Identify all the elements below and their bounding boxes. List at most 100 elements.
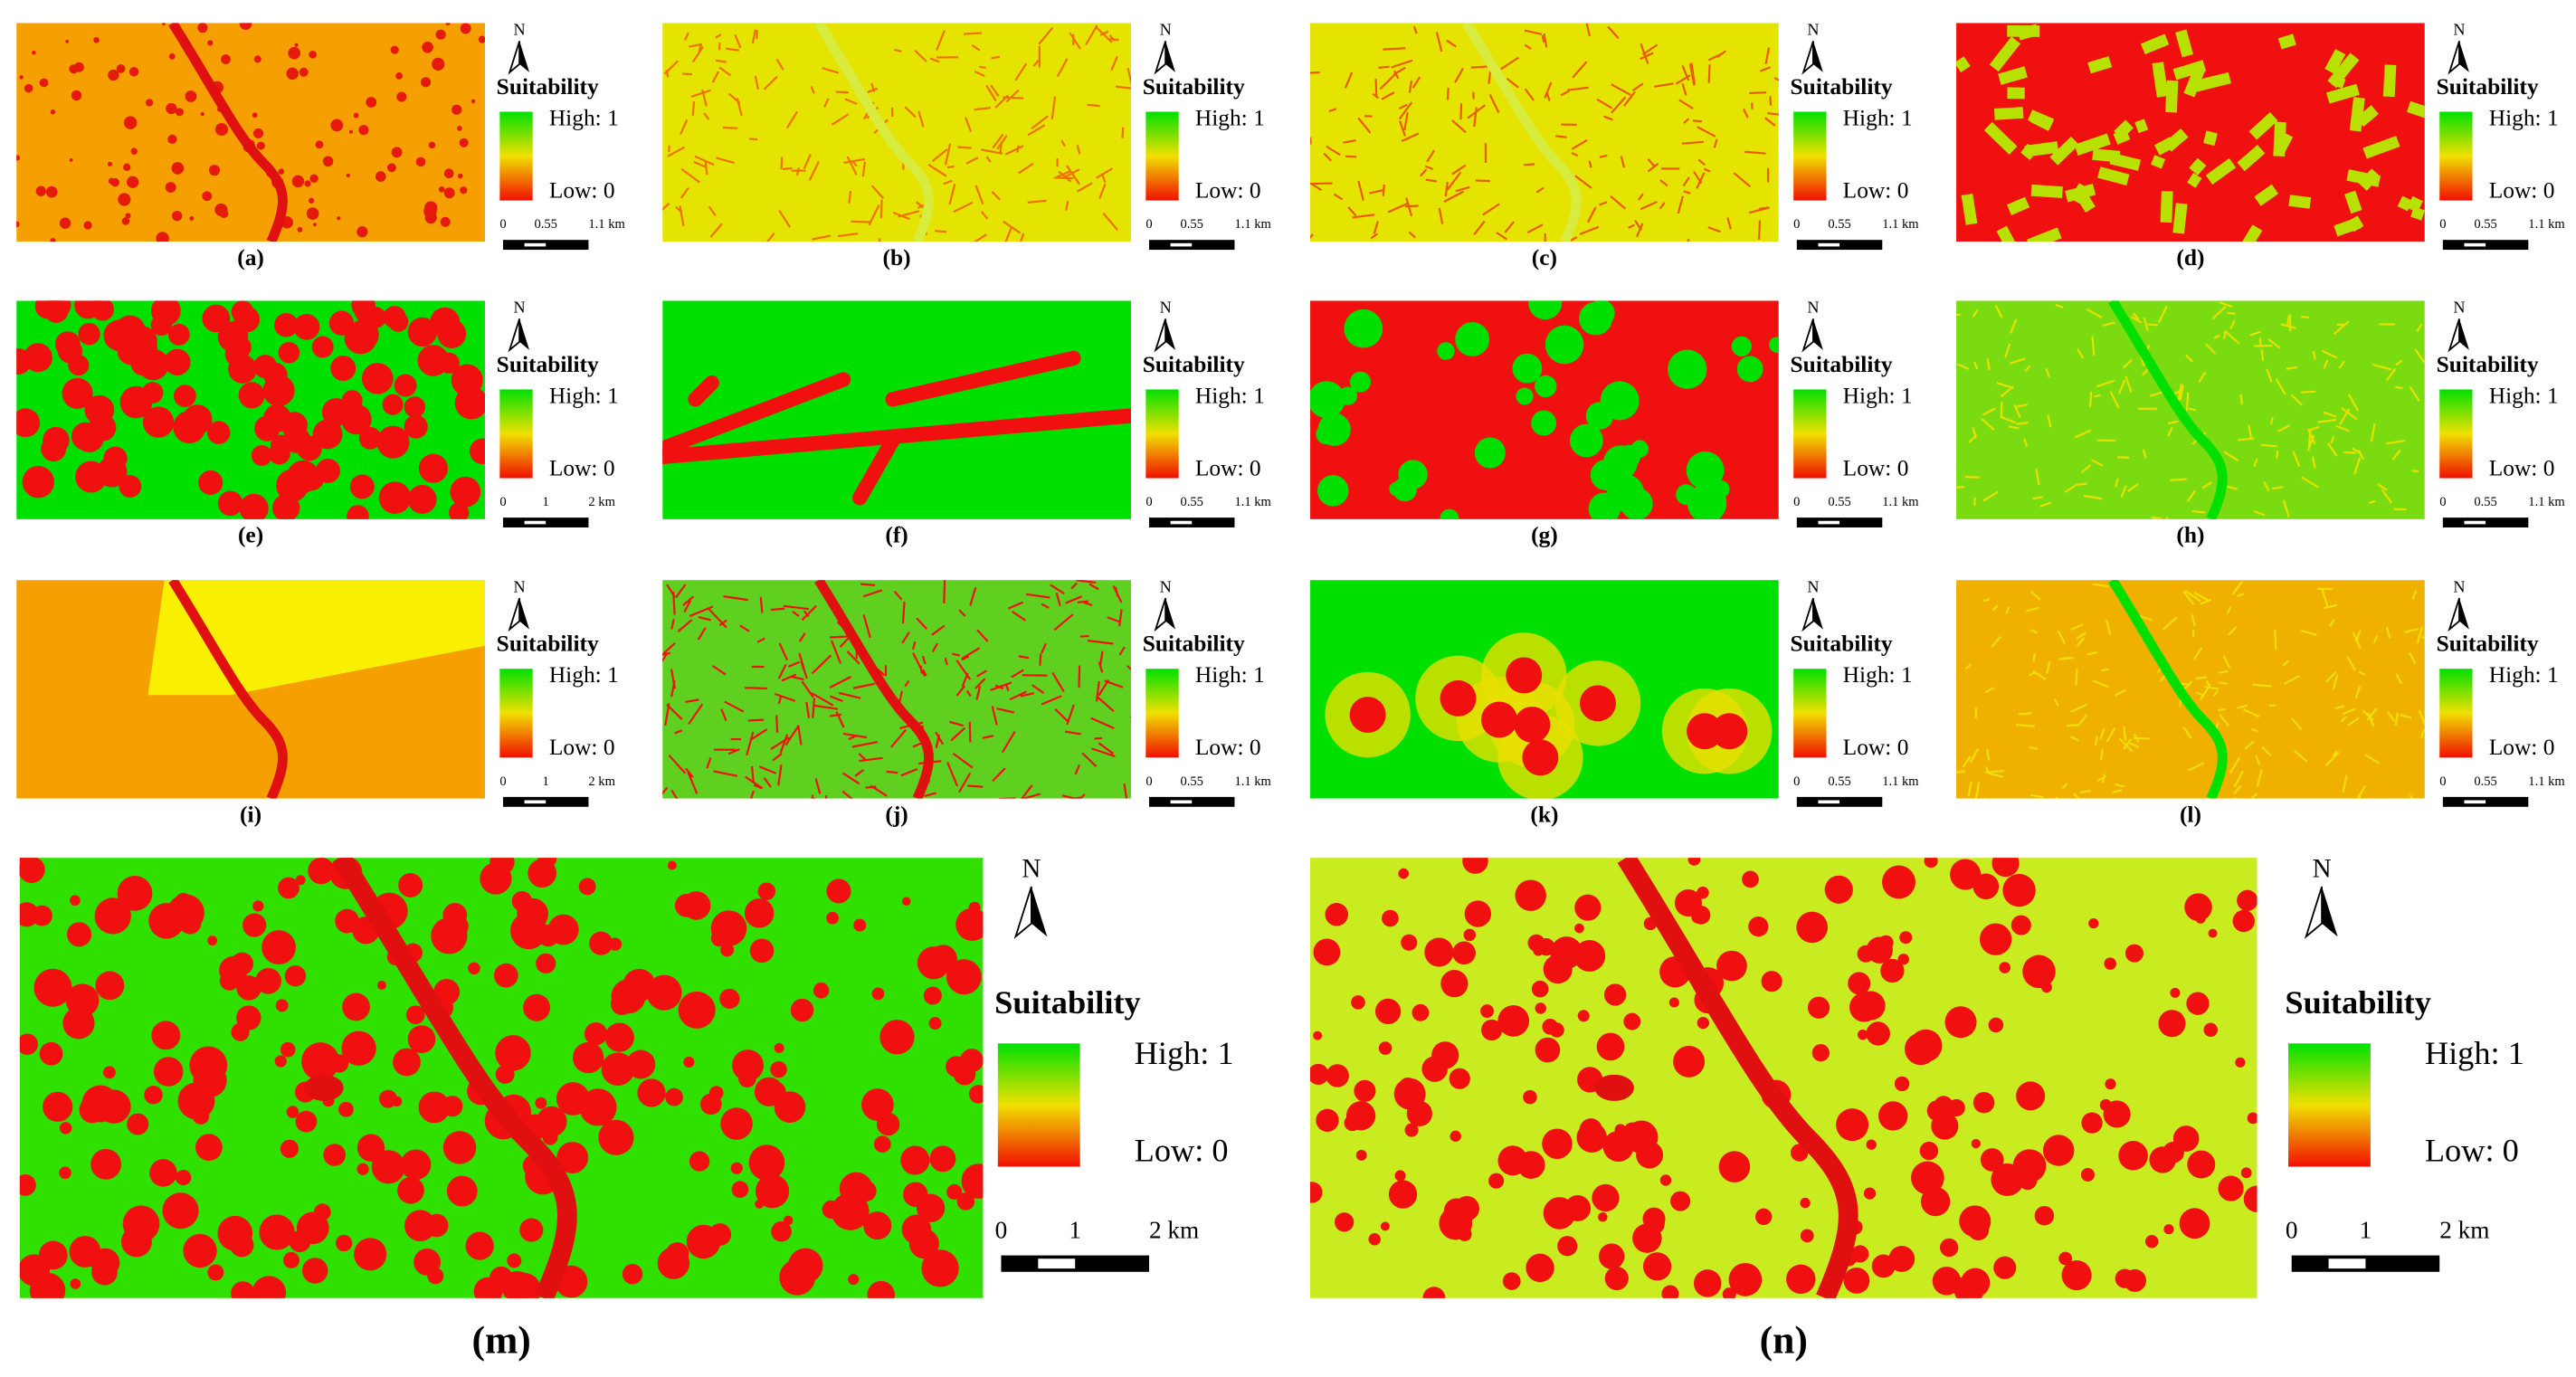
spot — [1728, 1262, 1763, 1296]
streak — [753, 783, 763, 790]
legend-high: High: 1 — [1135, 1035, 1234, 1071]
streak — [1066, 165, 1081, 185]
spot — [1961, 1268, 1991, 1297]
spot — [1863, 1187, 1877, 1200]
streak — [708, 205, 717, 217]
streak — [775, 58, 784, 71]
streak — [797, 725, 803, 745]
scale-label: 0.55 — [1828, 495, 1850, 509]
spot — [22, 466, 55, 499]
streak — [810, 86, 815, 94]
streak — [2004, 343, 2011, 358]
streak — [2076, 632, 2087, 640]
streak — [2327, 442, 2338, 457]
spot — [219, 971, 240, 991]
streak — [1051, 671, 1065, 693]
spot — [1431, 1041, 1459, 1069]
streak — [943, 179, 953, 185]
streak — [1115, 85, 1131, 90]
streak — [1567, 86, 1589, 91]
spot — [2243, 1185, 2258, 1212]
spot — [299, 67, 309, 77]
streak — [841, 790, 853, 799]
spot — [1623, 1012, 1641, 1030]
streak — [2016, 724, 2035, 727]
streak — [1455, 185, 1470, 193]
spot — [301, 1042, 340, 1081]
legend-ramp — [2439, 669, 2473, 758]
streak — [2229, 320, 2236, 329]
spot — [45, 185, 58, 198]
spot — [774, 1042, 784, 1053]
streak — [1352, 214, 1375, 219]
streak — [2109, 391, 2120, 409]
streak — [924, 792, 936, 797]
streak — [749, 790, 755, 799]
streak — [1488, 94, 1500, 114]
streak — [1104, 679, 1124, 688]
streak — [2140, 33, 2170, 55]
north-arrow-fill — [519, 41, 530, 72]
spot — [397, 1176, 424, 1204]
spot — [150, 314, 172, 337]
spot — [270, 434, 292, 457]
legend-high: High: 1 — [549, 661, 619, 688]
streak — [2117, 379, 2126, 394]
streak — [2420, 728, 2425, 738]
streak — [751, 29, 756, 44]
streak — [2024, 365, 2031, 373]
spot — [315, 140, 324, 149]
streak — [662, 202, 670, 211]
spot — [162, 1192, 199, 1230]
streak — [2395, 359, 2403, 366]
zone — [147, 580, 485, 696]
spot — [770, 1060, 787, 1078]
spot — [2124, 944, 2143, 963]
streak — [694, 155, 715, 166]
streak — [770, 607, 785, 612]
streak — [1378, 65, 1390, 70]
streak — [2277, 424, 2291, 432]
spot — [1378, 1041, 1393, 1055]
streak — [1357, 117, 1372, 134]
north-label: N — [514, 21, 526, 39]
streak — [1098, 183, 1107, 199]
streak — [1470, 65, 1490, 69]
streak — [778, 642, 789, 661]
streak — [1964, 663, 1972, 670]
streak — [1506, 77, 1519, 89]
streak — [829, 695, 843, 702]
north-arrow-fill — [1812, 598, 1823, 630]
spot — [252, 900, 264, 912]
streak — [2249, 330, 2262, 337]
spot — [1972, 1091, 1995, 1114]
streak — [2077, 714, 2088, 726]
spot — [435, 29, 446, 40]
streak — [811, 692, 834, 707]
spot — [378, 481, 412, 514]
spot — [207, 40, 214, 46]
streak — [711, 71, 720, 83]
spot — [507, 1253, 522, 1268]
scale-label: 2 km — [588, 774, 615, 789]
spot — [231, 1281, 255, 1298]
streak — [1065, 200, 1069, 211]
streak — [901, 601, 906, 624]
spot — [62, 377, 93, 409]
streak — [948, 184, 956, 205]
spot — [473, 1277, 503, 1298]
streak — [2237, 704, 2248, 709]
streak — [701, 90, 708, 107]
streak — [2058, 657, 2073, 660]
spot — [404, 414, 428, 439]
spot — [330, 1054, 349, 1073]
streak — [2225, 485, 2238, 490]
streak — [1707, 64, 1711, 83]
streak — [2057, 630, 2067, 645]
panel-label: (m) — [471, 1319, 530, 1363]
spot — [1326, 1064, 1349, 1087]
spot — [1457, 1227, 1472, 1241]
streak — [955, 685, 965, 697]
panel-label: (l) — [2180, 802, 2201, 828]
